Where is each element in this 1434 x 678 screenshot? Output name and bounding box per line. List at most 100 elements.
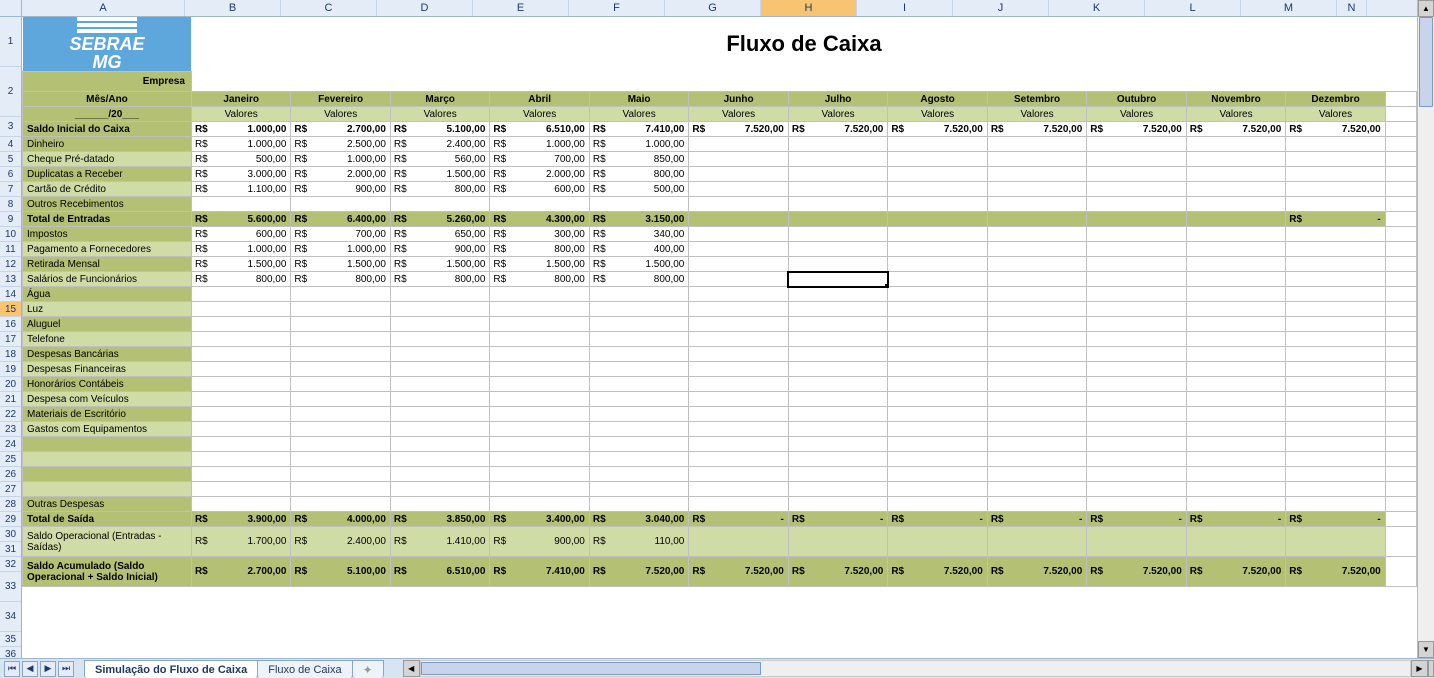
cell[interactable] bbox=[490, 317, 589, 332]
cell[interactable] bbox=[589, 422, 688, 437]
cell[interactable]: R$600,00 bbox=[191, 227, 290, 242]
cell[interactable]: R$6.400,00 bbox=[291, 212, 390, 227]
row-header-32[interactable]: 32 bbox=[0, 557, 21, 572]
cell[interactable] bbox=[788, 437, 887, 452]
cell[interactable]: R$2.400,00 bbox=[291, 527, 390, 557]
cell[interactable] bbox=[1286, 182, 1385, 197]
cell[interactable] bbox=[191, 347, 290, 362]
cell[interactable] bbox=[1087, 257, 1186, 272]
cell[interactable] bbox=[987, 227, 1086, 242]
cell[interactable] bbox=[888, 212, 987, 227]
cell[interactable] bbox=[689, 452, 788, 467]
cell[interactable]: R$1.500,00 bbox=[191, 257, 290, 272]
cell[interactable] bbox=[1286, 392, 1385, 407]
col-header-A[interactable]: A bbox=[22, 0, 185, 16]
first-sheet-button[interactable]: ⏮ bbox=[4, 661, 20, 677]
cell[interactable]: R$2.000,00 bbox=[490, 167, 589, 182]
cell[interactable] bbox=[490, 467, 589, 482]
col-header-F[interactable]: F bbox=[569, 0, 665, 16]
cell[interactable] bbox=[689, 152, 788, 167]
cell[interactable] bbox=[1186, 332, 1285, 347]
cell[interactable]: R$- bbox=[1087, 512, 1186, 527]
cell[interactable] bbox=[589, 377, 688, 392]
row-header-27[interactable]: 27 bbox=[0, 482, 21, 497]
cell[interactable] bbox=[291, 422, 390, 437]
cell[interactable] bbox=[490, 392, 589, 407]
cell[interactable] bbox=[788, 227, 887, 242]
cell[interactable] bbox=[788, 377, 887, 392]
cell[interactable] bbox=[689, 527, 788, 557]
cell[interactable] bbox=[1186, 302, 1285, 317]
cell[interactable] bbox=[1286, 467, 1385, 482]
cell[interactable] bbox=[689, 482, 788, 497]
cell[interactable] bbox=[1286, 377, 1385, 392]
row-header-6[interactable]: 6 bbox=[0, 167, 21, 182]
cell[interactable] bbox=[788, 167, 887, 182]
cell[interactable] bbox=[589, 392, 688, 407]
cell[interactable] bbox=[191, 287, 290, 302]
cell[interactable] bbox=[1087, 272, 1186, 287]
cell[interactable] bbox=[1286, 347, 1385, 362]
col-header-J[interactable]: J bbox=[953, 0, 1049, 16]
cell[interactable] bbox=[1087, 317, 1186, 332]
cell[interactable] bbox=[390, 377, 489, 392]
cell[interactable] bbox=[490, 347, 589, 362]
cell[interactable] bbox=[191, 377, 290, 392]
cell[interactable] bbox=[490, 332, 589, 347]
cell[interactable] bbox=[589, 452, 688, 467]
cell[interactable] bbox=[689, 377, 788, 392]
col-header-G[interactable]: G bbox=[665, 0, 761, 16]
row-header-34[interactable]: 34 bbox=[0, 602, 21, 632]
cell[interactable] bbox=[191, 302, 290, 317]
cell[interactable] bbox=[1087, 137, 1186, 152]
col-header-D[interactable]: D bbox=[377, 0, 473, 16]
cell[interactable] bbox=[589, 332, 688, 347]
cell[interactable]: R$7.520,00 bbox=[788, 557, 887, 587]
cell[interactable]: R$800,00 bbox=[589, 167, 688, 182]
cell[interactable] bbox=[390, 317, 489, 332]
cell[interactable] bbox=[1186, 197, 1285, 212]
cell[interactable]: R$900,00 bbox=[291, 182, 390, 197]
cell[interactable] bbox=[987, 257, 1086, 272]
cell[interactable] bbox=[689, 392, 788, 407]
cell[interactable] bbox=[987, 407, 1086, 422]
cell[interactable] bbox=[490, 362, 589, 377]
cell[interactable]: R$110,00 bbox=[589, 527, 688, 557]
cell[interactable]: R$3.040,00 bbox=[589, 512, 688, 527]
cell[interactable] bbox=[888, 527, 987, 557]
row-header-7[interactable]: 7 bbox=[0, 182, 21, 197]
cell[interactable] bbox=[390, 437, 489, 452]
row-header-4[interactable]: 4 bbox=[0, 137, 21, 152]
cell[interactable] bbox=[788, 272, 887, 287]
cell[interactable] bbox=[291, 497, 390, 512]
cell[interactable] bbox=[291, 407, 390, 422]
cell[interactable] bbox=[987, 212, 1086, 227]
cell[interactable]: R$400,00 bbox=[589, 242, 688, 257]
row-header-31[interactable]: 31 bbox=[0, 542, 21, 557]
cell[interactable]: R$800,00 bbox=[291, 272, 390, 287]
cell[interactable] bbox=[689, 467, 788, 482]
cell[interactable] bbox=[1186, 377, 1285, 392]
row-header-35[interactable]: 35 bbox=[0, 632, 21, 647]
cell[interactable] bbox=[788, 212, 887, 227]
hscroll-thumb[interactable] bbox=[421, 662, 761, 675]
cell[interactable]: R$700,00 bbox=[490, 152, 589, 167]
cell[interactable]: R$- bbox=[1186, 512, 1285, 527]
cell[interactable] bbox=[689, 137, 788, 152]
row-header-8[interactable]: 8 bbox=[0, 197, 21, 212]
cell[interactable] bbox=[291, 347, 390, 362]
cell[interactable] bbox=[689, 302, 788, 317]
cell[interactable] bbox=[1286, 152, 1385, 167]
cell[interactable] bbox=[987, 527, 1086, 557]
cell[interactable] bbox=[1087, 467, 1186, 482]
spreadsheet-table[interactable]: SEBRAEMGFluxo de CaixaEmpresaMês/AnoJane… bbox=[22, 17, 1417, 632]
cell[interactable]: R$7.520,00 bbox=[1286, 557, 1385, 587]
cell[interactable] bbox=[689, 257, 788, 272]
cell[interactable] bbox=[689, 317, 788, 332]
cell[interactable] bbox=[689, 362, 788, 377]
cell[interactable] bbox=[1087, 497, 1186, 512]
scroll-down-button[interactable]: ▼ bbox=[1418, 641, 1434, 658]
cell[interactable] bbox=[788, 527, 887, 557]
cell[interactable] bbox=[1286, 242, 1385, 257]
row-header-19[interactable]: 19 bbox=[0, 362, 21, 377]
